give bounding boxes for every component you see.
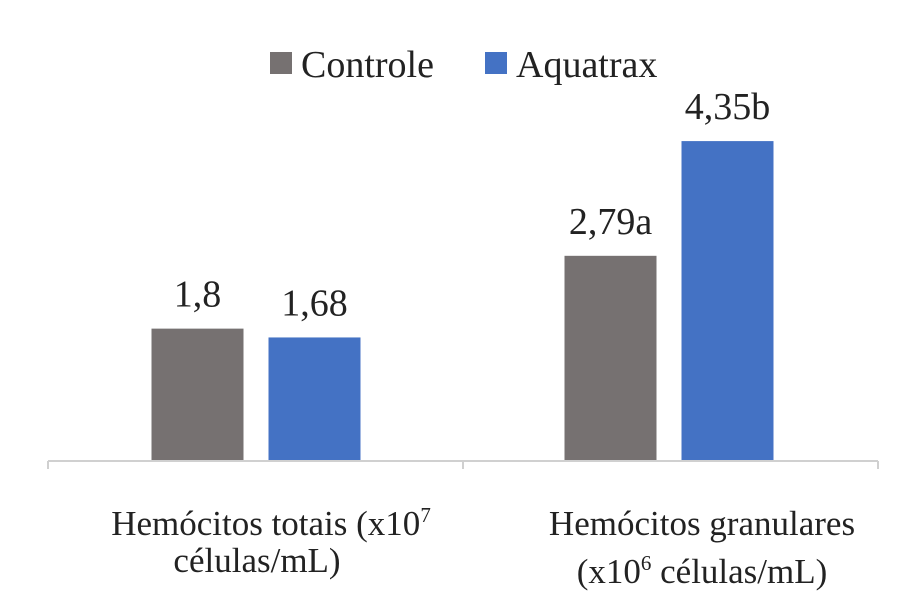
category-labels: Hemócitos totais (x107 células/mL) Hemóc… (111, 503, 855, 591)
legend-label-controle: Controle (301, 44, 434, 86)
category-label-granulares-line1: Hemócitos granulares (549, 504, 855, 543)
bar-aquatrax-0 (268, 337, 361, 461)
data-label-controle-1: 2,79a (569, 201, 653, 243)
legend-label-aquatrax: Aquatrax (516, 44, 657, 86)
bar-controle-0 (151, 328, 244, 461)
legend: Controle Aquatrax (270, 44, 657, 86)
bar-aquatrax-1 (681, 141, 774, 461)
plot-area: 1,8 1,68 2,79a 4,35b (151, 86, 774, 461)
data-label-aquatrax-1: 4,35b (685, 86, 771, 128)
category-label-totais-line1: Hemócitos totais (x107 (111, 503, 431, 543)
x-axis (47, 460, 879, 469)
category-label-totais-line2: células/mL) (173, 541, 340, 580)
category-label-granulares-line2: (x106 células/mL) (577, 551, 828, 591)
data-label-aquatrax-0: 1,68 (281, 282, 348, 324)
data-label-controle-0: 1,8 (174, 274, 222, 316)
bar-controle-1 (564, 255, 657, 461)
legend-swatch-aquatrax (485, 52, 507, 74)
legend-swatch-controle (270, 52, 292, 74)
